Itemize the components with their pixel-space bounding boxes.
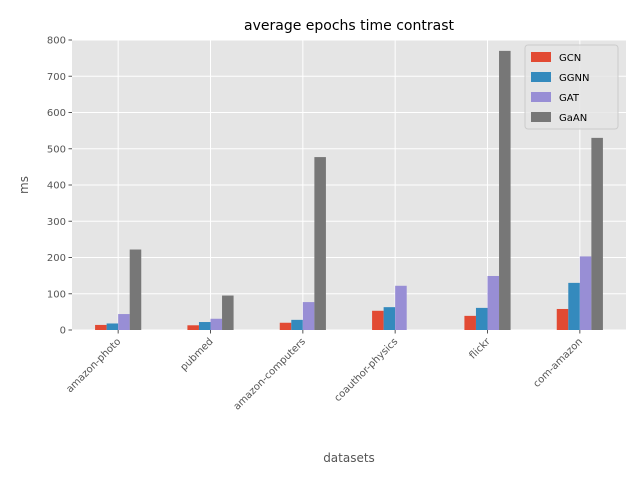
bar-gcn-flickr xyxy=(464,315,476,330)
bar-gat-flickr xyxy=(487,275,500,330)
y-tick-label: 400 xyxy=(47,181,66,192)
bars xyxy=(95,50,603,330)
bar-ggnn-amazon-photo xyxy=(106,323,119,330)
y-tick-label: 200 xyxy=(47,253,66,264)
bar-ggnn-flickr xyxy=(475,307,488,330)
bar-gcn-amazon-computers xyxy=(279,322,292,330)
x-axis-label: datasets xyxy=(323,451,375,465)
bar-gaan-amazon-photo xyxy=(129,249,142,330)
y-tick-label: 800 xyxy=(47,36,66,47)
bar-gaan-flickr xyxy=(499,50,511,330)
bar-gat-amazon-photo xyxy=(118,314,130,330)
bar-gcn-com-amazon xyxy=(556,308,569,330)
legend-label-ggnn: GGNN xyxy=(559,73,589,84)
y-axis-ticks: 0 100 200 300 400 500 600 700 800 xyxy=(47,36,72,337)
bar-ggnn-pubmed xyxy=(198,322,211,330)
bar-ggnn-com-amazon xyxy=(568,282,580,330)
bar-gat-com-amazon xyxy=(579,256,592,330)
legend-swatch-gaan xyxy=(531,112,551,122)
legend-box xyxy=(524,44,619,130)
y-tick-label: 700 xyxy=(47,72,66,83)
y-tick-label: 500 xyxy=(47,144,66,155)
bar-gaan-com-amazon xyxy=(591,137,603,330)
bar-gat-coauthor-physics xyxy=(395,285,407,330)
bar-ggnn-coauthor-physics xyxy=(383,307,396,330)
bar-gcn-pubmed xyxy=(187,325,199,330)
bar-ggnn-amazon-computers xyxy=(291,319,303,330)
legend-label-gcn: GCN xyxy=(559,53,581,64)
bar-gaan-pubmed xyxy=(222,295,234,330)
legend-label-gaan: GaAN xyxy=(559,113,587,124)
y-tick-label: 0 xyxy=(60,326,66,337)
bar-gaan-amazon-computers xyxy=(314,157,326,330)
y-tick-label: 300 xyxy=(47,217,66,228)
legend-swatch-gat xyxy=(531,92,551,102)
y-tick-label: 100 xyxy=(47,289,66,300)
bar-gcn-amazon-photo xyxy=(95,324,107,330)
bar-gcn-coauthor-physics xyxy=(372,310,384,330)
chart-title: average epochs time contrast xyxy=(244,18,454,34)
legend-swatch-ggnn xyxy=(531,72,551,82)
legend: GCN GGNN GAT GaAN xyxy=(524,44,619,130)
y-axis-label: ms xyxy=(17,176,31,194)
bar-gat-amazon-computers xyxy=(302,302,315,330)
y-tick-label: 600 xyxy=(47,108,66,119)
legend-label-gat: GAT xyxy=(559,93,580,104)
legend-swatch-gcn xyxy=(531,52,551,62)
bar-gat-pubmed xyxy=(210,318,223,330)
